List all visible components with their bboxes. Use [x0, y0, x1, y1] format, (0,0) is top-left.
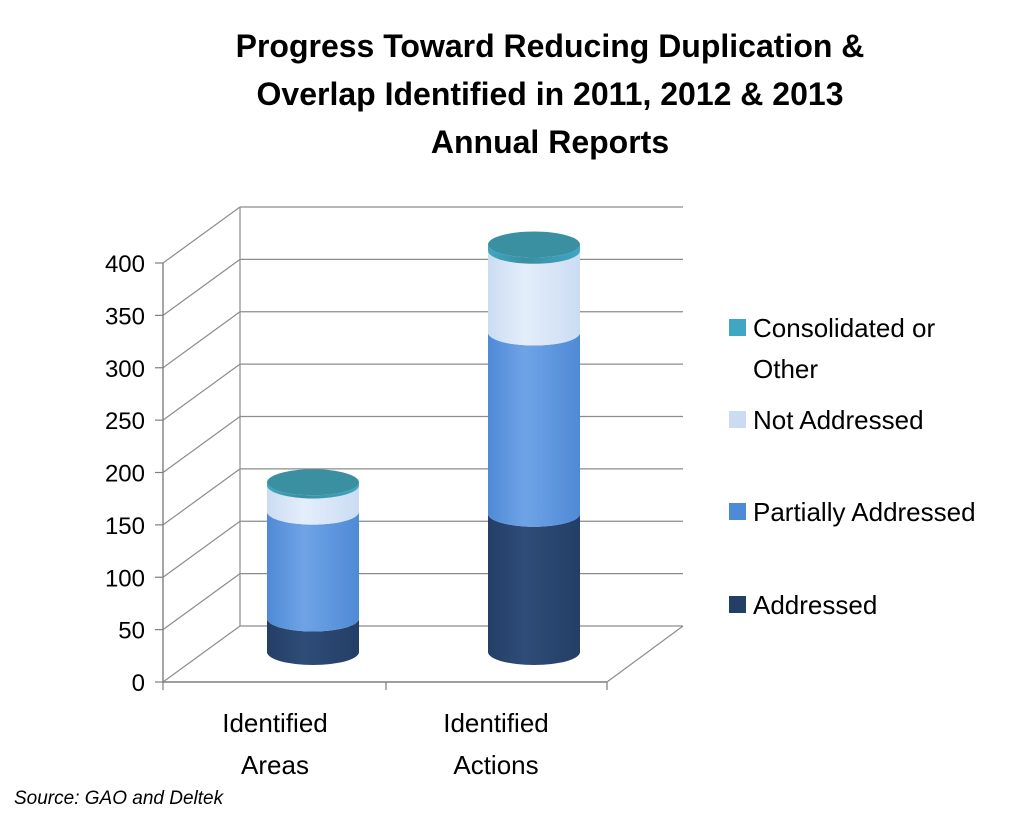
x-category-label: Actions	[453, 750, 538, 780]
x-category-label: Areas	[241, 750, 309, 780]
y-tick-label: 350	[105, 303, 145, 330]
y-tick-label: 0	[132, 670, 145, 697]
y-tick-label: 300	[105, 356, 145, 383]
gridline-side	[162, 206, 241, 264]
legend-label: Addressed	[753, 590, 877, 620]
legend-swatch	[729, 503, 746, 520]
x-category-label: Identified	[222, 708, 328, 738]
gridline-side	[162, 416, 241, 473]
bar-segment	[267, 511, 359, 632]
bar-top-cap	[267, 469, 359, 496]
chart-title: Progress Toward Reducing Duplication & O…	[0, 22, 1034, 166]
bar-segment	[488, 244, 580, 264]
legend-label: Other	[753, 354, 818, 384]
bar-segment	[267, 618, 359, 665]
floor-edge	[606, 625, 684, 683]
legend-swatch	[729, 596, 746, 613]
gridline-side	[162, 258, 241, 316]
bar-segment	[267, 485, 359, 525]
axes: 0 50 100 150 200 250 300 350 400	[105, 251, 608, 697]
bar-segment	[488, 513, 580, 665]
y-tick-label: 400	[105, 251, 145, 278]
legend-label: Consolidated or	[753, 313, 935, 343]
y-tick-label: 50	[118, 618, 145, 645]
legend-swatch	[729, 319, 746, 336]
chart-title-line: Overlap Identified in 2011, 2012 & 2013	[256, 76, 844, 112]
x-axis-labels: Identified Areas Identified Actions	[222, 708, 549, 780]
legend: Consolidated or Other Not Addressed Partial…	[729, 313, 976, 620]
chart-title-line: Annual Reports	[430, 124, 670, 160]
gridline-side	[162, 363, 241, 421]
legend-label: Not Addressed	[753, 405, 924, 435]
bar-top-cap	[488, 231, 580, 258]
gridline-side	[162, 625, 241, 683]
legend-swatch	[729, 411, 746, 428]
bar-segment	[488, 250, 580, 346]
y-tick-label: 250	[105, 408, 145, 435]
gridline-side	[162, 520, 241, 578]
grid	[162, 206, 684, 683]
gridline-side	[162, 311, 241, 369]
gridline-side	[162, 468, 241, 526]
x-category-label: Identified	[443, 708, 549, 738]
y-tick-label: 100	[105, 565, 145, 592]
legend-label: Partially Addressed	[753, 497, 976, 527]
bar-segment	[267, 482, 359, 499]
bar-segment	[488, 332, 580, 527]
source-note: Source: GAO and Deltek	[14, 788, 224, 809]
y-tick-label: 200	[105, 461, 145, 488]
y-tick-label: 150	[105, 513, 145, 540]
gridline-side	[162, 573, 241, 631]
bars	[267, 231, 580, 665]
chart-title-line: Progress Toward Reducing Duplication &	[235, 28, 865, 64]
